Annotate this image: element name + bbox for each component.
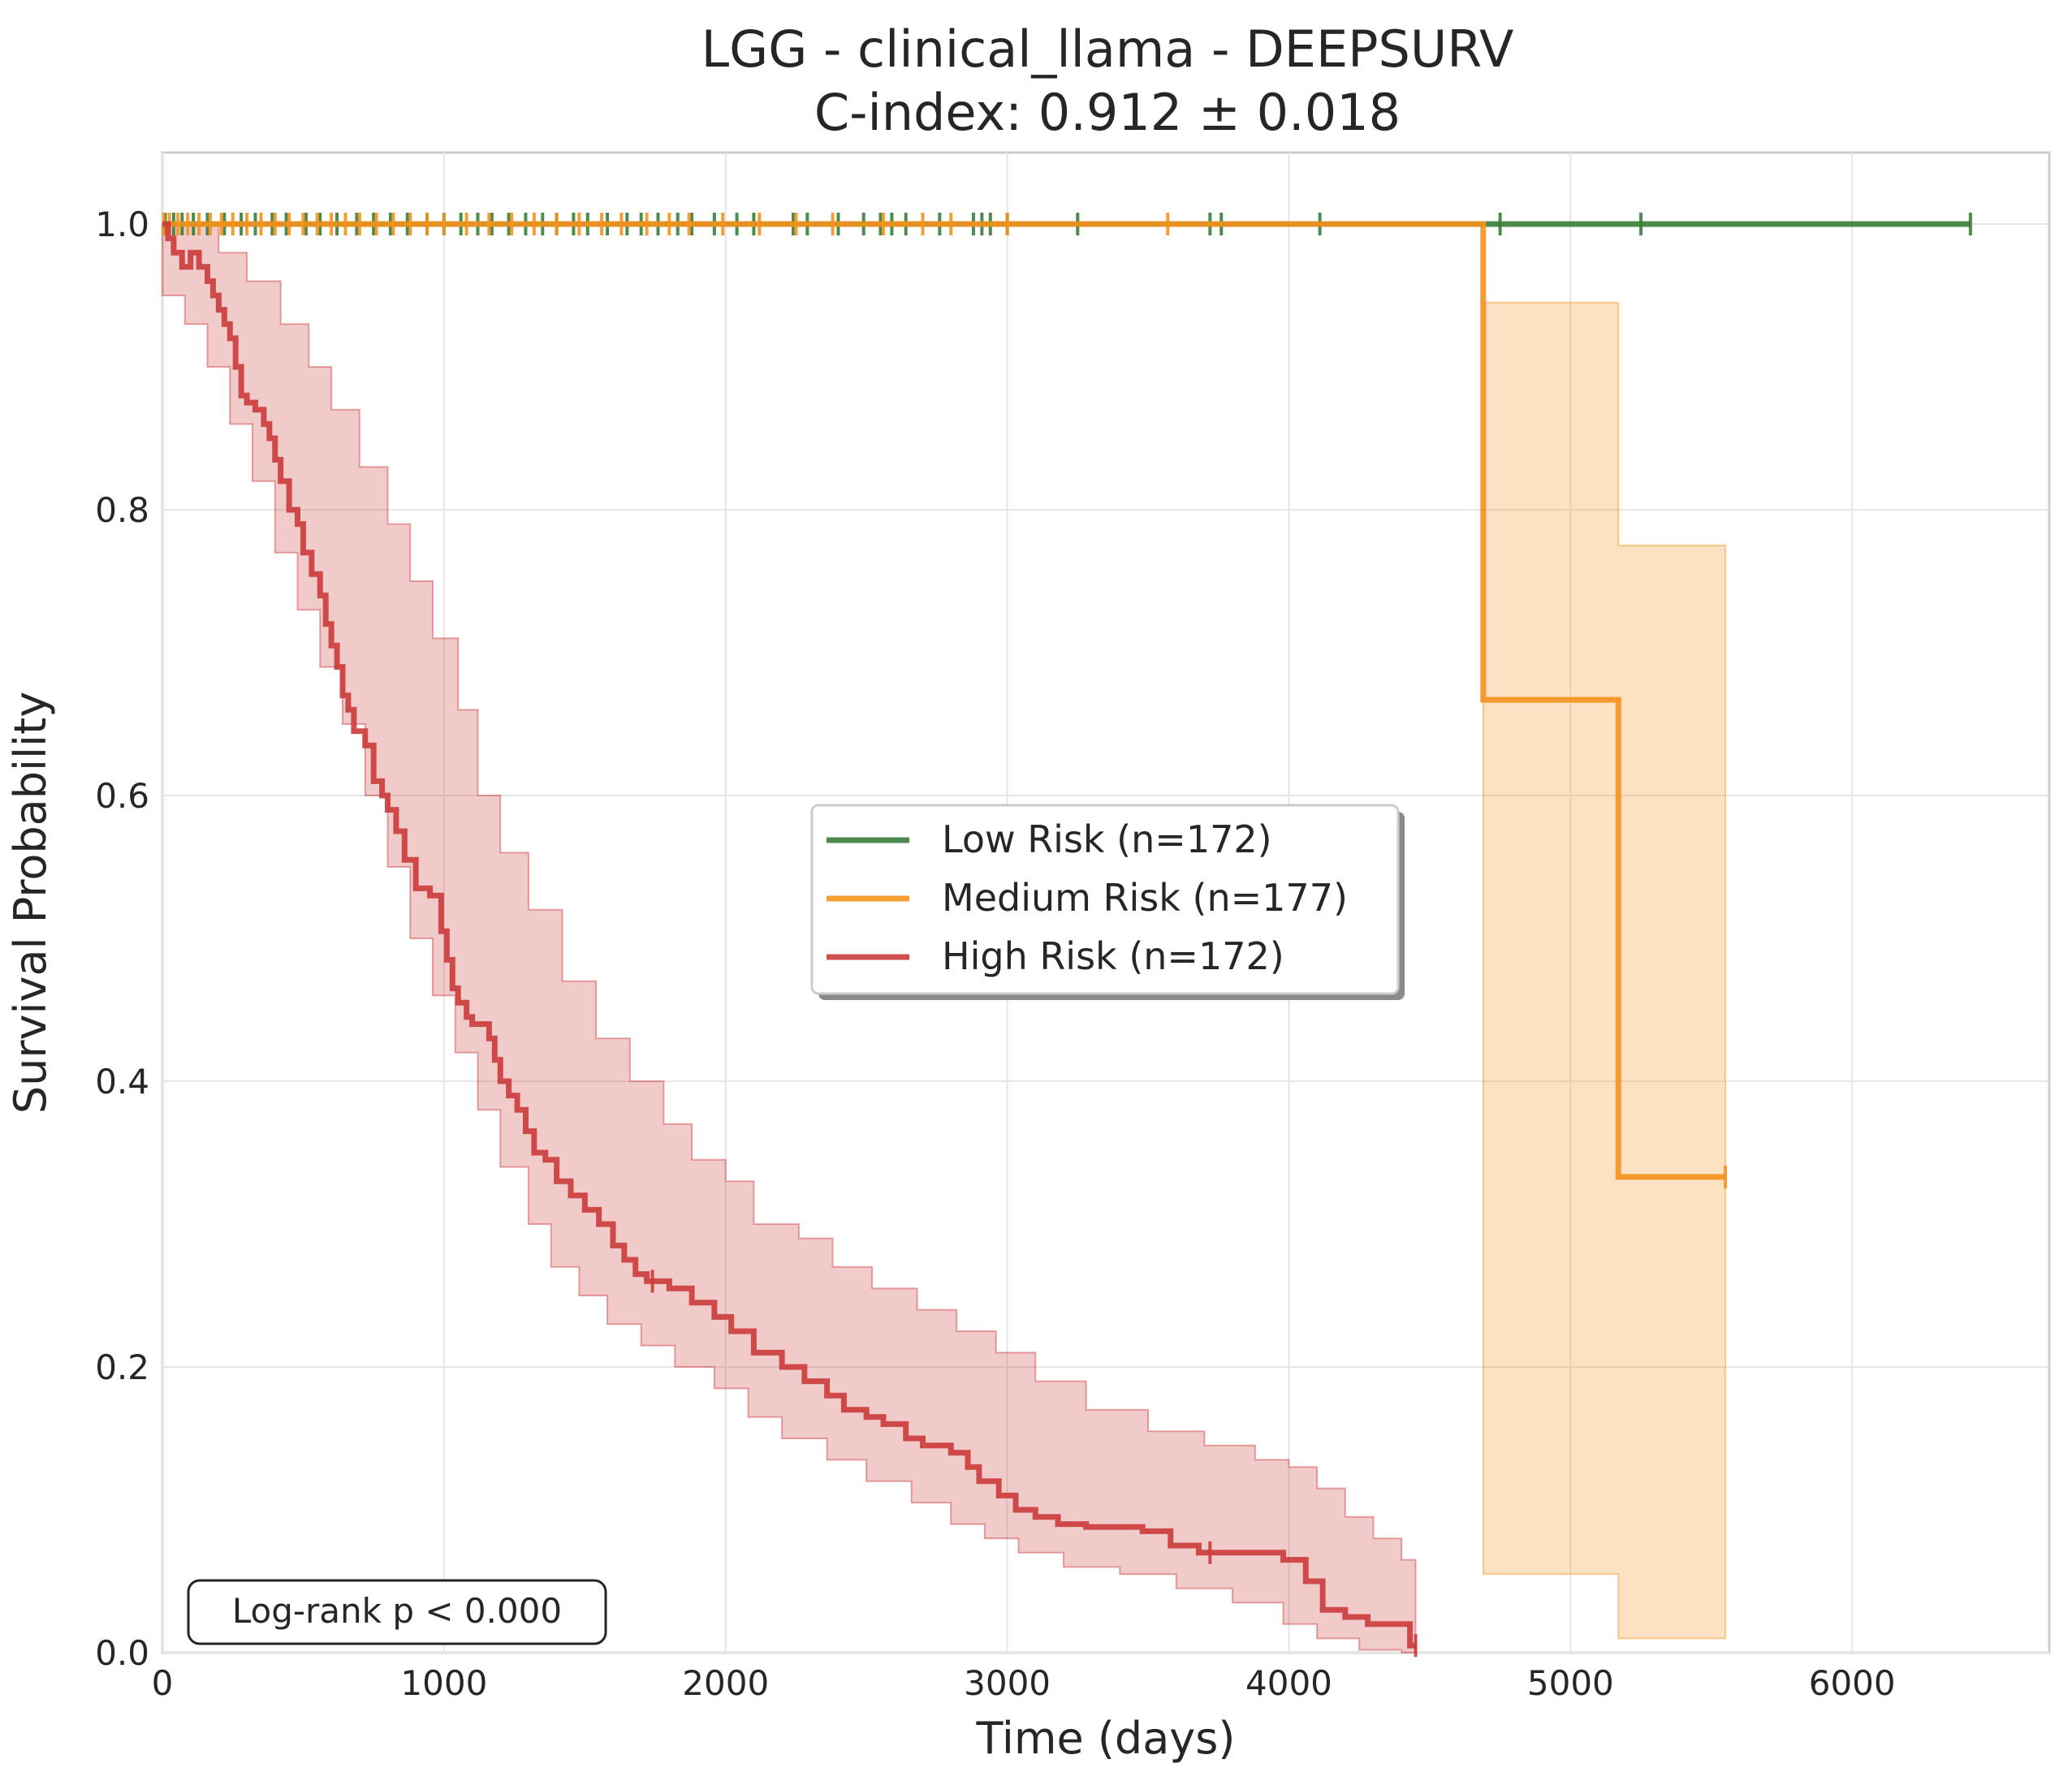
- y-tick-label: 1.0: [95, 205, 149, 244]
- medium-risk-ci-band: [1482, 301, 1727, 1640]
- x-tick-label: 0: [152, 1663, 174, 1703]
- grid-lines: [162, 153, 2049, 1653]
- medium-risk-curve: [162, 221, 1726, 1180]
- y-tick-label: 0.6: [95, 776, 149, 816]
- survival-curves: [162, 213, 1972, 1658]
- legend-label-high-risk: High Risk (n=172): [942, 934, 1284, 978]
- high-risk-curve: [162, 221, 1416, 1649]
- x-tick-label: 1000: [400, 1663, 487, 1703]
- axis-ticks: 0 1000 2000 3000 4000 5000 6000 0.0 0.2 0.4 0.6 0.8…: [95, 205, 1895, 1703]
- y-axis-label: Survival Probability: [5, 692, 56, 1114]
- legend-label-low-risk: Low Risk (n=172): [942, 817, 1272, 861]
- legend-box: [810, 804, 1400, 995]
- x-tick-label: 5000: [1527, 1663, 1614, 1703]
- legend-label-medium-risk: Medium Risk (n=177): [942, 876, 1348, 920]
- x-tick-label: 4000: [1245, 1663, 1332, 1703]
- logrank-box: [187, 1579, 607, 1645]
- chart-subtitle: C-index: 0.912 ± 0.018: [814, 83, 1401, 142]
- x-tick-label: 3000: [964, 1663, 1051, 1703]
- x-axis-label: Time (days): [976, 1713, 1236, 1764]
- logrank-annotation: Log-rank p < 0.000: [187, 1579, 607, 1645]
- y-tick-label: 0.8: [95, 490, 149, 530]
- y-tick-label: 0.2: [95, 1347, 149, 1387]
- chart-title: LGG - clinical_llama - DEEPSURV: [701, 19, 1514, 79]
- legend: Low Risk (n=172) Medium Risk (n=177) Hig…: [810, 804, 1405, 1000]
- y-tick-label: 0.0: [95, 1633, 149, 1673]
- x-tick-label: 2000: [682, 1663, 769, 1703]
- logrank-text: Log-rank p < 0.000: [232, 1591, 562, 1631]
- y-tick-label: 0.4: [95, 1062, 149, 1102]
- x-tick-label: 6000: [1809, 1663, 1896, 1703]
